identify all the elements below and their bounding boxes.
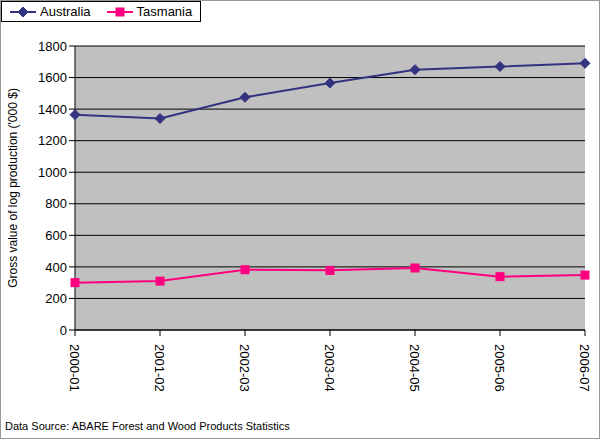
svg-text:0: 0 [60, 323, 67, 338]
svg-text:2005-06: 2005-06 [492, 344, 507, 392]
html-text:Data Source: ABARE Forest and: Data Source: ABARE Forest and Wood Produ… [5, 420, 290, 432]
svg-text:2000-01: 2000-01 [67, 344, 82, 392]
svg-text:2006-07: 2006-07 [577, 344, 592, 392]
svg-text:600: 600 [45, 228, 67, 243]
svg-text:1800: 1800 [38, 39, 67, 54]
svg-text:2004-05: 2004-05 [407, 344, 422, 392]
svg-text:1600: 1600 [38, 70, 67, 85]
svg-text:1200: 1200 [38, 133, 67, 148]
svg-text:200: 200 [45, 291, 67, 306]
html-text:Tasmania: Tasmania [136, 4, 193, 19]
html-text:Australia: Australia [40, 4, 91, 19]
svg-text:2003-04: 2003-04 [322, 344, 337, 392]
svg-text:2002-03: 2002-03 [237, 344, 252, 392]
svg-text:2001-02: 2001-02 [152, 344, 167, 392]
svg-text:Gross value of log production: Gross value of log production ('000 $) [8, 88, 20, 288]
svg-text:800: 800 [45, 196, 67, 211]
svg-text:1000: 1000 [38, 165, 67, 180]
svg-text:1400: 1400 [38, 102, 67, 117]
svg-text:400: 400 [45, 260, 67, 275]
